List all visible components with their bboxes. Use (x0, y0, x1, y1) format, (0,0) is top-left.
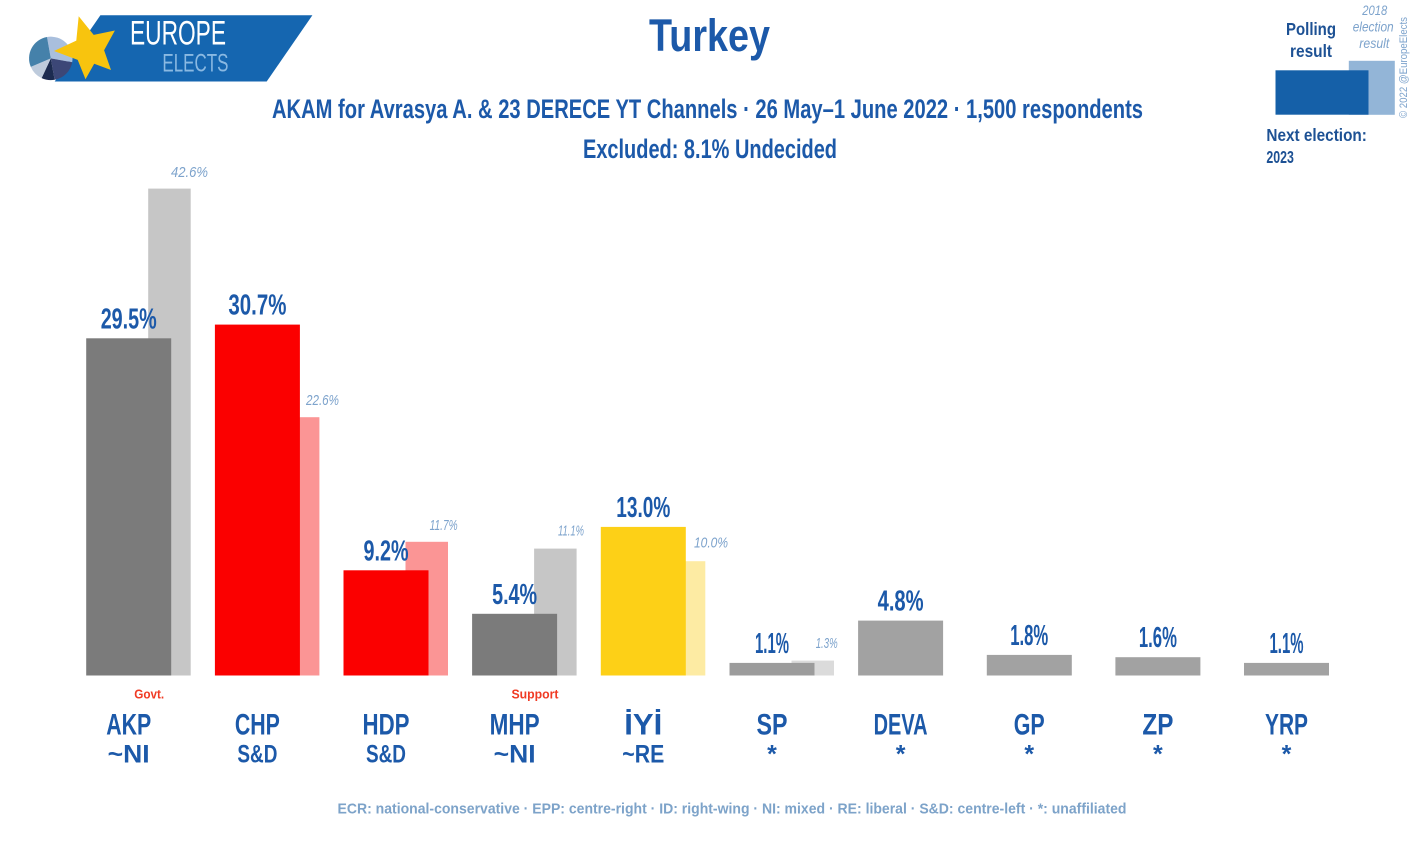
svg-text:HDP: HDP (363, 708, 410, 741)
svg-text:S&D: S&D (366, 740, 406, 768)
svg-text:ECR: national-conservative · E: ECR: national-conservative · EPP: centre… (338, 801, 1127, 818)
svg-text:2023: 2023 (1266, 147, 1294, 167)
svg-text:~RE: ~RE (622, 740, 664, 768)
svg-text:11.7%: 11.7% (430, 517, 458, 534)
svg-text:S&D: S&D (237, 740, 277, 768)
svg-text:*: * (1282, 740, 1292, 768)
svg-text:42.6%: 42.6% (171, 164, 208, 181)
svg-text:Govt.: Govt. (134, 687, 164, 702)
svg-text:*: * (896, 740, 906, 768)
svg-text:9.2%: 9.2% (364, 535, 409, 567)
svg-text:result: result (1290, 41, 1332, 61)
svg-text:İYİ: İYİ (624, 708, 662, 741)
svg-text:1.8%: 1.8% (1010, 620, 1048, 652)
svg-text:1.1%: 1.1% (1270, 628, 1304, 660)
svg-text:13.0%: 13.0% (616, 492, 670, 524)
svg-text:10.0%: 10.0% (694, 534, 728, 551)
svg-text:1.1%: 1.1% (755, 628, 789, 660)
svg-text:Polling: Polling (1286, 19, 1336, 39)
svg-text:11.1%: 11.1% (558, 523, 584, 540)
svg-text:1.6%: 1.6% (1139, 622, 1177, 654)
svg-text:5.4%: 5.4% (492, 579, 537, 611)
svg-text:ZP: ZP (1142, 708, 1173, 741)
svg-text:MHP: MHP (490, 708, 540, 741)
svg-text:result: result (1359, 36, 1390, 51)
svg-text:Support: Support (512, 687, 560, 702)
svg-text:*: * (1024, 740, 1034, 768)
svg-text:AKP: AKP (106, 708, 151, 741)
svg-text:30.7%: 30.7% (228, 290, 286, 322)
svg-text:22.6%: 22.6% (305, 392, 339, 409)
svg-text:*: * (1153, 740, 1163, 768)
svg-text:29.5%: 29.5% (101, 303, 157, 335)
svg-text:~NI: ~NI (494, 740, 536, 768)
svg-text:CHP: CHP (235, 708, 280, 741)
svg-text:Excluded: 8.1% Undecided: Excluded: 8.1% Undecided (583, 134, 837, 164)
svg-text:ELECTS: ELECTS (162, 50, 228, 78)
svg-text:2018: 2018 (1361, 3, 1387, 18)
svg-text:~NI: ~NI (108, 740, 150, 768)
svg-text:© 2022 @EuropeElects: © 2022 @EuropeElects (1398, 17, 1410, 118)
svg-text:Next election:: Next election: (1266, 125, 1367, 145)
svg-text:GP: GP (1014, 708, 1045, 741)
svg-text:SP: SP (757, 708, 788, 741)
svg-text:YRP: YRP (1265, 708, 1308, 741)
svg-text:DEVA: DEVA (874, 708, 928, 741)
svg-text:4.8%: 4.8% (878, 586, 924, 618)
svg-text:*: * (767, 740, 777, 768)
svg-text:election: election (1353, 20, 1394, 35)
svg-text:AKAM for Avrasya A. & 23 DEREC: AKAM for Avrasya A. & 23 DERECE YT Chann… (272, 94, 1143, 124)
svg-text:Turkey: Turkey (649, 10, 770, 61)
svg-text:EUROPE: EUROPE (130, 15, 226, 53)
svg-text:1.3%: 1.3% (816, 635, 838, 652)
